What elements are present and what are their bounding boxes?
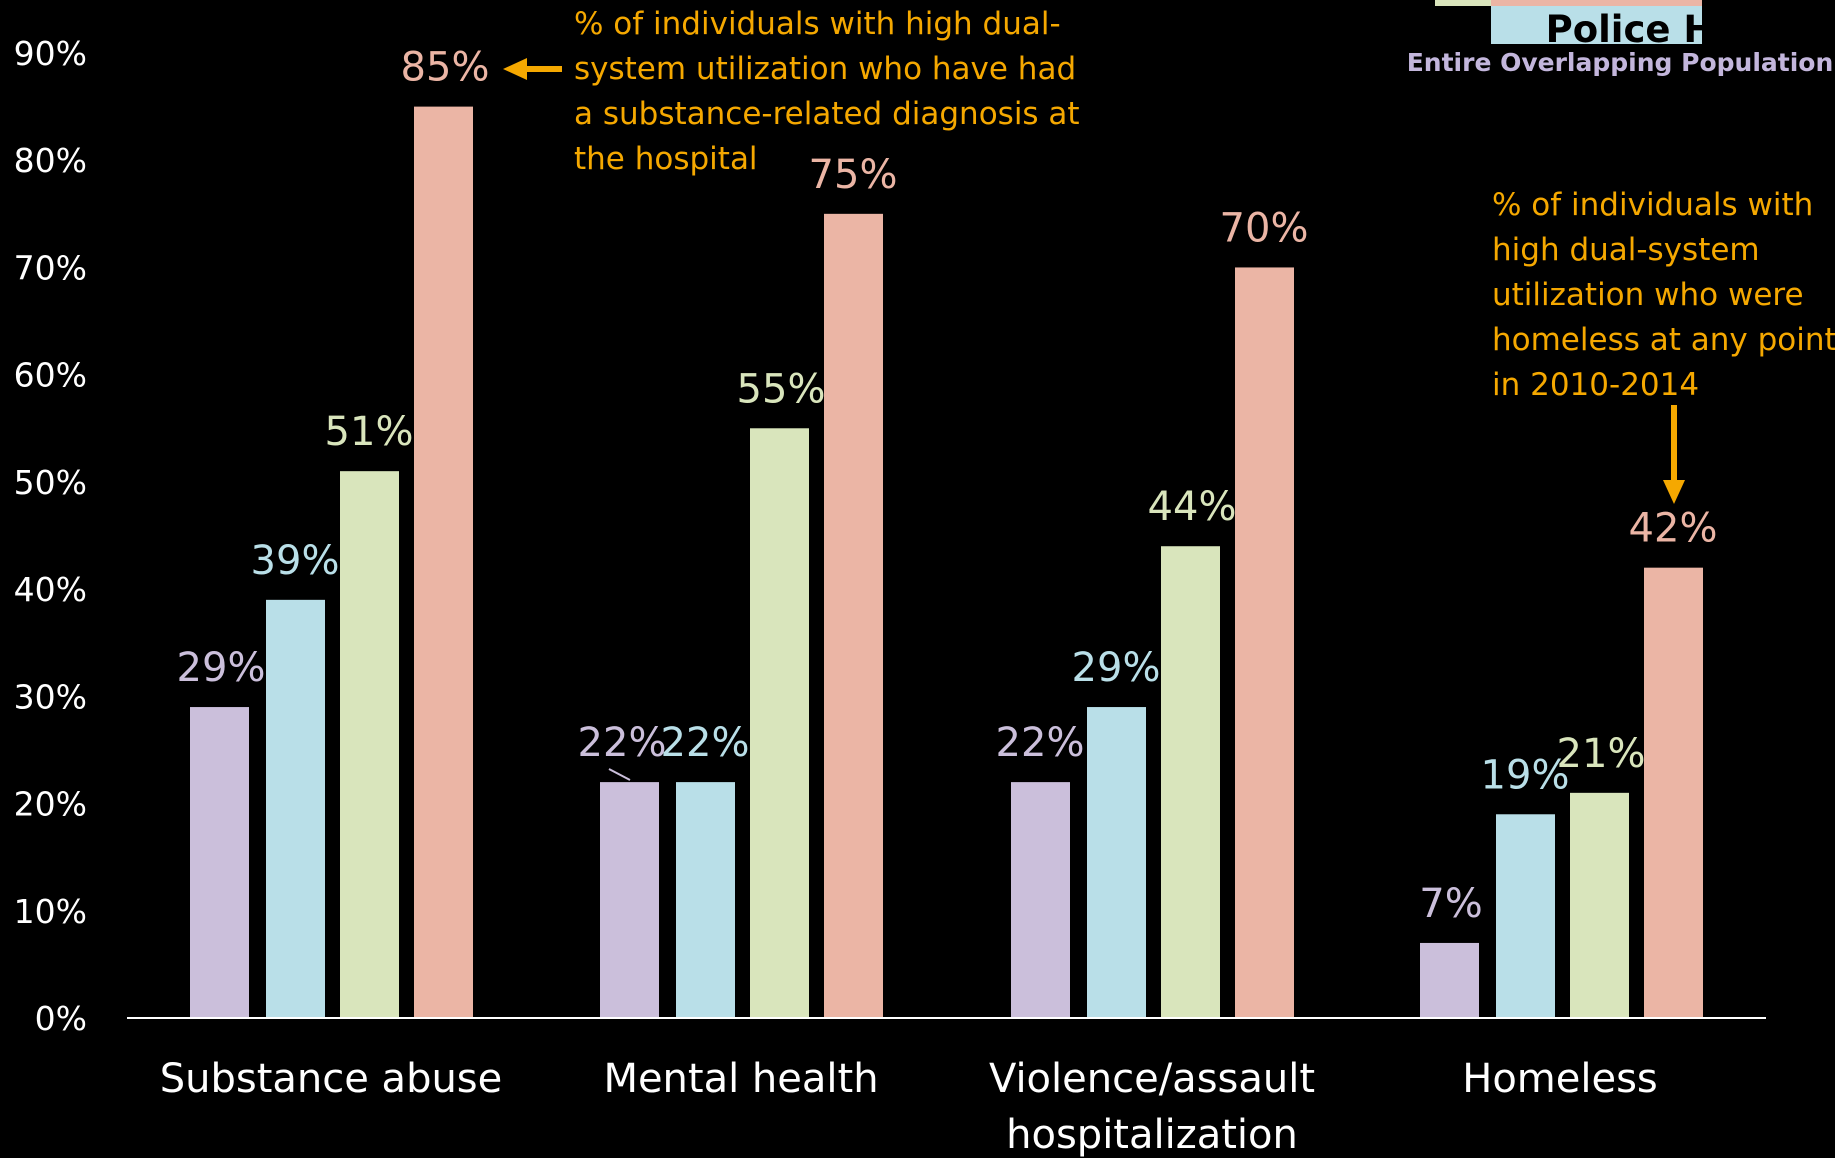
y-tick-label: 0% [35, 999, 87, 1038]
x-tick-label: Homeless [1462, 1056, 1658, 1102]
legend-entire-box [1420, 44, 1810, 84]
data-label: 42% [1629, 506, 1718, 552]
bar [824, 213, 883, 1019]
data-label: 19% [1481, 752, 1570, 798]
bar [1420, 942, 1479, 1018]
label-leader-line [608, 768, 631, 781]
x-tick-label: Mental health [603, 1056, 878, 1102]
y-tick-label: 20% [14, 785, 87, 824]
data-label: 55% [737, 366, 826, 412]
y-tick-label: 60% [14, 356, 87, 395]
y-tick-label: 30% [14, 677, 87, 716]
bar [340, 471, 399, 1019]
bar [1644, 567, 1703, 1018]
data-label: 29% [1072, 645, 1161, 691]
data-label: 7% [1419, 881, 1482, 927]
bar [1161, 546, 1220, 1018]
annotation-line: in 2010-2014 [1492, 367, 1699, 403]
legend-police-box [1491, 6, 1702, 44]
bar [1570, 792, 1629, 1018]
legend-swatch-green [1435, 0, 1491, 6]
legend-police-label: Police HU [1546, 8, 1745, 51]
arrow-head [503, 58, 527, 80]
bar [676, 782, 735, 1018]
x-tick-label: Violence/assault hospitalization [989, 1056, 1315, 1158]
data-label: 29% [177, 645, 266, 691]
legend-entire-label: Entire Overlapping Population [1407, 48, 1834, 77]
data-label: 22% [996, 720, 1085, 766]
y-tick-label: 90% [14, 34, 87, 73]
annotation-line: homeless at any point [1492, 322, 1835, 358]
bar [190, 707, 249, 1018]
y-axis: 0% 10% 20% 30% 40% 50% 60% 70% 80% 90% [14, 34, 87, 1038]
data-labels: 29%39%51%85%22%22%55%75%22%29%44%70%7%19… [177, 45, 1718, 927]
data-label: 51% [325, 409, 414, 455]
data-label: 21% [1557, 731, 1646, 777]
bars [190, 106, 1703, 1019]
data-label: 70% [1220, 205, 1309, 251]
x-tick-label: Substance abuse [160, 1056, 503, 1102]
legend: Police HU Entire Overlapping Population [1407, 0, 1834, 84]
y-tick-label: 10% [14, 892, 87, 931]
annotation-line: utilization who were [1492, 277, 1804, 313]
x-axis: Substance abuse Mental health Violence/ass… [160, 1056, 1658, 1158]
y-tick-label: 70% [14, 248, 87, 287]
data-label: 85% [401, 45, 490, 91]
data-label: 39% [251, 538, 340, 584]
bar [1496, 814, 1555, 1018]
bar [600, 782, 659, 1018]
bar [1235, 267, 1294, 1018]
annotation-arrow-left [503, 58, 562, 80]
y-tick-label: 50% [14, 463, 87, 502]
annotation-line: % of individuals with high dual- [574, 6, 1061, 42]
arrow-head [1663, 480, 1685, 504]
bar [1011, 782, 1070, 1018]
annotation-line: the hospital [574, 141, 758, 177]
annotation-arrow-down [1663, 405, 1685, 504]
bar [750, 428, 809, 1018]
bar [1087, 707, 1146, 1018]
y-tick-label: 40% [14, 570, 87, 609]
legend-swatch-salmon [1491, 0, 1702, 6]
annotation-homeless: % of individuals with high dual-system uti… [1492, 187, 1835, 403]
bar [414, 106, 473, 1019]
annotation-line: high dual-system [1492, 232, 1760, 268]
data-label: 22% [578, 720, 667, 766]
annotation-line: system utilization who have had [574, 51, 1076, 87]
data-label: 44% [1148, 484, 1237, 530]
data-label: 22% [661, 720, 750, 766]
bar [266, 599, 325, 1018]
annotation-line: % of individuals with [1492, 187, 1813, 223]
annotation-substance: % of individuals with high dual-system u… [574, 6, 1080, 177]
annotation-line: a substance-related diagnosis at [574, 96, 1080, 132]
y-tick-label: 80% [14, 141, 87, 180]
data-label: 75% [809, 152, 898, 198]
